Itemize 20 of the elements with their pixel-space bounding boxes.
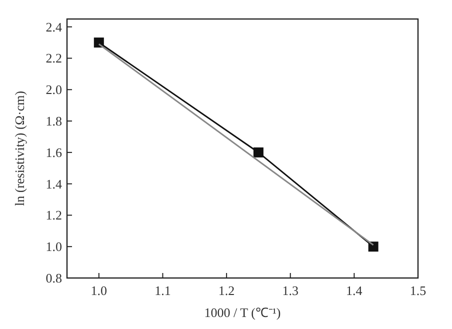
point [94,38,104,48]
y-tick-label: 2.4 [46,19,62,34]
y-tick-label: 1.8 [46,114,62,129]
x-tick-label: 1.3 [282,283,298,298]
y-tick-label: 1.2 [46,208,62,223]
y-tick-label: 1.4 [46,176,62,192]
x-tick-label: 1.2 [218,283,235,298]
y-tick-label: 1.0 [46,239,62,254]
point [253,147,264,158]
x-tick-label: 1.5 [410,283,426,298]
y-tick-label: 0.8 [46,270,62,286]
y-tick-label: 1.6 [46,144,62,160]
point [368,242,378,252]
x-tick-label: 1.4 [346,283,363,298]
x-tick-label: 1.0 [90,283,108,298]
x-axis-title: 1000 / T (℃⁻¹) [204,305,281,320]
x-tick-label: 1.1 [154,283,171,298]
y-tick-label: 2.0 [46,82,62,98]
y-tick-label: 2.2 [46,50,62,66]
y-axis-title: ln (resistivity) (Ω·cm) [12,90,27,206]
